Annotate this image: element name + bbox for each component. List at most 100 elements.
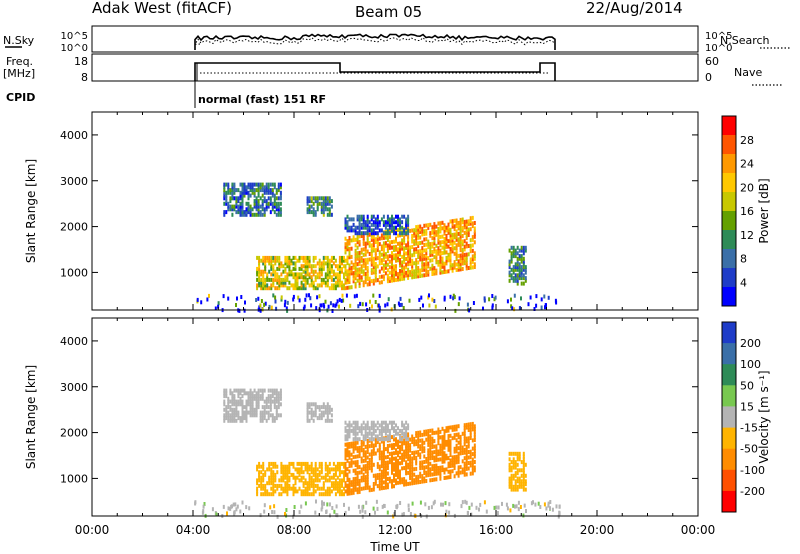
heatmap-cell	[276, 470, 279, 475]
heatmap-cell	[334, 481, 337, 486]
heatmap-cell	[516, 457, 519, 462]
heatmap-cell	[247, 402, 250, 407]
heatmap-cell	[326, 489, 329, 494]
heatmap-cell	[328, 210, 331, 215]
heatmap-cell	[395, 428, 397, 433]
heatmap-cell	[312, 467, 315, 472]
heatmap-cell	[326, 486, 329, 491]
heatmap-cell	[235, 413, 238, 418]
heatmap-cell	[437, 457, 440, 462]
heatmap-cell	[397, 217, 399, 222]
heatmap-cell	[306, 413, 309, 418]
heatmap-cell	[386, 471, 389, 476]
heatmap-cell	[332, 272, 335, 277]
heatmap-cell	[524, 487, 527, 492]
heatmap-cell	[344, 222, 347, 227]
heatmap-cell	[239, 399, 242, 404]
heatmap-cell	[348, 464, 351, 468]
heatmap-cell	[415, 258, 418, 263]
heatmap-cell	[263, 302, 266, 307]
heatmap-cell	[415, 466, 418, 471]
heatmap-cell	[366, 271, 369, 276]
heatmap-cell	[393, 239, 395, 244]
heatmap-cell	[471, 248, 474, 253]
heatmap-cell	[294, 467, 297, 472]
heatmap-cell	[423, 429, 426, 434]
heatmap-cell	[465, 227, 468, 232]
heatmap-cell	[243, 182, 246, 187]
heatmap-cell	[395, 277, 397, 282]
heatmap-cell	[427, 245, 430, 250]
heatmap-cell	[260, 286, 263, 291]
heatmap-cell	[415, 241, 418, 246]
heatmap-cell	[284, 255, 287, 260]
heatmap-cell	[427, 264, 430, 269]
heatmap-cell	[368, 431, 371, 436]
heatmap-cell	[304, 486, 307, 491]
heatmap-cell	[286, 475, 289, 480]
heatmap-cell	[455, 432, 458, 437]
heatmap-cell	[386, 426, 389, 431]
freq-right-tick-bottom: 0	[705, 71, 712, 84]
velocity-colorbar-label: Velocity [m s⁻¹]	[757, 370, 771, 463]
heatmap-cell	[510, 468, 513, 473]
heatmap-cell	[279, 413, 282, 418]
heatmap-cell	[429, 222, 432, 227]
heatmap-cell	[358, 426, 361, 431]
heatmap-cell	[276, 464, 279, 469]
heatmap-cell	[457, 468, 460, 473]
heatmap-cell	[348, 426, 351, 431]
heatmap-cell	[358, 465, 361, 470]
heatmap-cell	[366, 485, 369, 490]
heatmap-cell	[459, 239, 462, 244]
heatmap-cell	[429, 439, 432, 444]
heatmap-cell	[348, 236, 351, 240]
heatmap-cell	[455, 457, 458, 462]
heatmap-cell	[346, 453, 349, 458]
heatmap-cell	[231, 193, 234, 198]
heatmap-cell	[362, 426, 365, 431]
heatmap-cell	[227, 399, 230, 404]
heatmap-cell	[354, 237, 357, 242]
heatmap-cell	[455, 424, 458, 429]
heatmap-cell	[268, 277, 271, 282]
heatmap-cell	[395, 272, 397, 277]
heatmap-cell	[338, 266, 341, 271]
heatmap-cell	[260, 486, 263, 491]
heatmap-cell	[346, 220, 349, 225]
heatmap-cell	[306, 264, 309, 269]
heatmap-cell	[196, 297, 199, 302]
heatmap-cell	[453, 218, 456, 223]
heatmap-cell	[273, 402, 276, 407]
heatmap-cell	[429, 472, 432, 477]
heatmap-cell	[405, 243, 408, 248]
heatmap-cell	[391, 262, 393, 267]
heatmap-cell	[391, 443, 393, 448]
heatmap-cell	[312, 283, 315, 288]
heatmap-cell	[493, 505, 496, 510]
heatmap-cell	[292, 275, 295, 280]
heatmap-cell	[302, 492, 305, 497]
heatmap-cell	[378, 478, 381, 483]
heatmap-cell	[425, 251, 428, 255]
heatmap-cell	[397, 274, 399, 279]
heatmap-cell	[286, 478, 289, 483]
heatmap-cell	[403, 214, 406, 219]
heatmap-cell	[346, 467, 349, 472]
heatmap-cell	[425, 479, 428, 483]
heatmap-cell	[344, 428, 347, 433]
heatmap-cell	[360, 231, 363, 236]
heatmap-cell	[247, 190, 250, 195]
heatmap-cell	[258, 483, 261, 488]
heatmap-cell	[423, 265, 426, 269]
heatmap-cell	[437, 452, 440, 457]
heatmap-cell	[352, 482, 355, 487]
heatmap-cell	[264, 286, 267, 291]
heatmap-cell	[374, 300, 377, 304]
heatmap-cell	[324, 467, 327, 472]
heatmap-cell	[401, 431, 404, 436]
heatmap-cell	[443, 226, 446, 230]
heatmap-cell	[319, 303, 322, 308]
heatmap-cell	[200, 300, 203, 305]
heatmap-cell	[292, 286, 295, 291]
